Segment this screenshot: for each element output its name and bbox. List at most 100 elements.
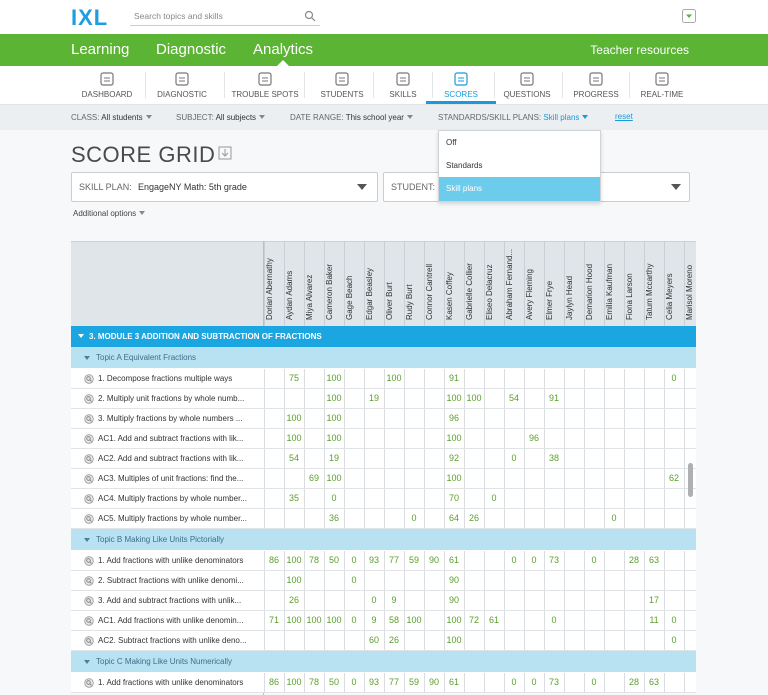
student-name[interactable]: Gage Beach bbox=[344, 241, 364, 326]
score[interactable]: 35 bbox=[288, 493, 299, 503]
skill-name[interactable]: 2. Subtract fractions with unlike denomi… bbox=[98, 576, 244, 585]
score[interactable]: 38 bbox=[548, 453, 559, 463]
score[interactable]: 90 bbox=[448, 575, 459, 585]
skill-name[interactable]: AC3. Multiples of unit fractions: find t… bbox=[98, 474, 244, 483]
score[interactable]: 100 bbox=[326, 373, 342, 383]
skill-name[interactable]: AC1. Add fractions with unlike denomin..… bbox=[98, 616, 244, 625]
score[interactable]: 26 bbox=[468, 513, 479, 523]
score[interactable]: 0 bbox=[351, 575, 357, 585]
skill-name[interactable]: 3. Add and subtract fractions with unlik… bbox=[98, 596, 242, 605]
score[interactable]: 72 bbox=[468, 615, 479, 625]
score[interactable]: 9 bbox=[371, 615, 377, 625]
skill-preview-icon[interactable] bbox=[84, 374, 94, 384]
skill-name[interactable]: 3. Multiply fractions by whole numbers .… bbox=[98, 414, 243, 423]
student-name[interactable]: Jaylyn Head bbox=[564, 241, 584, 326]
score[interactable]: 77 bbox=[388, 555, 399, 565]
score[interactable]: 100 bbox=[286, 555, 302, 565]
score[interactable]: 0 bbox=[411, 513, 417, 523]
score[interactable]: 58 bbox=[388, 615, 399, 625]
score[interactable]: 71 bbox=[268, 615, 279, 625]
score[interactable]: 75 bbox=[288, 373, 299, 383]
score[interactable]: 50 bbox=[328, 677, 339, 687]
student-name[interactable]: Eliseo Delacruz bbox=[484, 241, 504, 326]
skill-preview-icon[interactable] bbox=[84, 454, 94, 464]
score[interactable]: 61 bbox=[448, 555, 459, 565]
score[interactable]: 0 bbox=[671, 373, 677, 383]
score[interactable]: 69 bbox=[308, 473, 319, 483]
student-name[interactable]: Rudy Burt bbox=[404, 241, 424, 326]
topic-row[interactable]: Topic A Equivalent Fractions bbox=[71, 347, 696, 369]
score[interactable]: 90 bbox=[428, 555, 439, 565]
score[interactable]: 0 bbox=[551, 615, 557, 625]
score[interactable]: 96 bbox=[528, 433, 539, 443]
module-row[interactable]: 3. MODULE 3 ADDITION AND SUBTRACTION OF … bbox=[71, 326, 696, 347]
score[interactable]: 100 bbox=[446, 393, 462, 403]
score[interactable]: 86 bbox=[268, 677, 279, 687]
skill-preview-icon[interactable] bbox=[84, 514, 94, 524]
sub-nav-item[interactable]: SCORES bbox=[426, 66, 496, 104]
search-input[interactable]: Search topics and skills bbox=[134, 11, 223, 21]
skill-name[interactable]: AC2. Subtract fractions with unlike deno… bbox=[98, 636, 247, 645]
score[interactable]: 100 bbox=[446, 635, 462, 645]
student-name[interactable]: Tatum Mccarthy bbox=[644, 241, 664, 326]
skill-plan-select[interactable]: SKILL PLAN: EngageNY Math: 5th grade bbox=[71, 172, 378, 202]
filter[interactable]: CLASS: All students bbox=[71, 113, 152, 122]
sub-nav-item[interactable]: PROGRESS bbox=[561, 66, 631, 104]
student-name[interactable]: Marisol Moreno bbox=[684, 241, 704, 326]
skill-preview-icon[interactable] bbox=[84, 596, 94, 606]
skill-preview-icon[interactable] bbox=[84, 616, 94, 626]
dropdown-option[interactable]: Off bbox=[439, 131, 600, 154]
skill-preview-icon[interactable] bbox=[84, 434, 94, 444]
score[interactable]: 36 bbox=[328, 513, 339, 523]
score[interactable]: 93 bbox=[368, 677, 379, 687]
score[interactable]: 78 bbox=[308, 677, 319, 687]
nav-item[interactable]: Diagnostic bbox=[156, 41, 227, 58]
score[interactable]: 0 bbox=[351, 677, 357, 687]
score[interactable]: 64 bbox=[448, 513, 459, 523]
score[interactable]: 0 bbox=[351, 615, 357, 625]
skill-name[interactable]: 1. Add fractions with unlike denominator… bbox=[98, 678, 244, 687]
score[interactable]: 100 bbox=[406, 615, 422, 625]
teacher-resources[interactable]: Teacher resources bbox=[590, 43, 689, 57]
score[interactable]: 19 bbox=[328, 453, 339, 463]
score[interactable]: 100 bbox=[286, 677, 302, 687]
score[interactable]: 90 bbox=[428, 677, 439, 687]
student-name[interactable]: Gabrielle Collier bbox=[464, 241, 484, 326]
account-menu[interactable] bbox=[682, 9, 696, 23]
sub-nav-item[interactable]: REAL-TIME bbox=[627, 66, 697, 104]
student-name[interactable]: Abraham Fernand... bbox=[504, 241, 524, 326]
student-name[interactable]: Aydan Adams bbox=[284, 241, 304, 326]
score[interactable]: 78 bbox=[308, 555, 319, 565]
score[interactable]: 59 bbox=[408, 677, 419, 687]
sub-nav-item[interactable]: STUDENTS bbox=[307, 66, 377, 104]
nav-item[interactable]: Analytics bbox=[253, 41, 314, 58]
student-name[interactable]: Connor Cantrell bbox=[424, 241, 444, 326]
skill-name[interactable]: 1. Decompose fractions multiple ways bbox=[98, 374, 233, 383]
score[interactable]: 61 bbox=[488, 615, 499, 625]
score[interactable]: 100 bbox=[326, 393, 342, 403]
skill-preview-icon[interactable] bbox=[84, 474, 94, 484]
score[interactable]: 26 bbox=[288, 595, 299, 605]
score[interactable]: 63 bbox=[648, 677, 659, 687]
score[interactable]: 100 bbox=[326, 473, 342, 483]
score[interactable]: 100 bbox=[286, 615, 302, 625]
score[interactable]: 26 bbox=[388, 635, 399, 645]
score[interactable]: 0 bbox=[591, 555, 597, 565]
score[interactable]: 92 bbox=[448, 453, 459, 463]
score[interactable]: 54 bbox=[508, 393, 519, 403]
search-icon[interactable] bbox=[304, 10, 316, 22]
score[interactable]: 100 bbox=[466, 393, 482, 403]
student-name[interactable]: Avery Fleming bbox=[524, 241, 544, 326]
score[interactable]: 59 bbox=[408, 555, 419, 565]
score[interactable]: 11 bbox=[649, 615, 659, 625]
student-name[interactable]: Oliver Burt bbox=[384, 241, 404, 326]
score[interactable]: 0 bbox=[371, 595, 377, 605]
skill-preview-icon[interactable] bbox=[84, 556, 94, 566]
sub-nav-item[interactable]: TROUBLE SPOTS bbox=[230, 66, 300, 104]
student-name[interactable]: Demarion Hood bbox=[584, 241, 604, 326]
student-name[interactable]: Kasen Coffey bbox=[444, 241, 464, 326]
score[interactable]: 0 bbox=[671, 635, 677, 645]
topic-row[interactable]: Topic C Making Like Units Numerically bbox=[71, 651, 696, 673]
additional-options[interactable]: Additional options bbox=[73, 209, 146, 218]
dropdown-option[interactable]: Skill plans bbox=[439, 177, 600, 201]
